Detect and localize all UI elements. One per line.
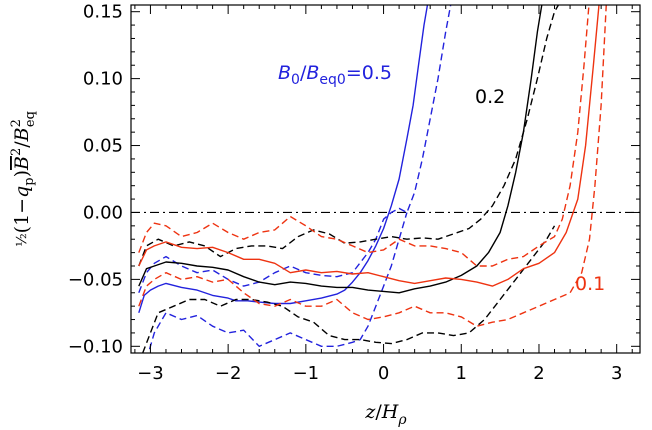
x-tick-label: 0 <box>378 363 389 384</box>
y-axis-title: ½(1−qp)B2/B2eq <box>9 111 38 247</box>
annotation-b02: 0.2 <box>475 86 505 108</box>
series-line-b02-mean <box>138 5 543 294</box>
x-tick-label: −2 <box>215 363 242 384</box>
x-axis-title: z/Hρ <box>364 401 407 428</box>
series-line-b01-mean <box>138 5 600 287</box>
y-tick-label: −0.05 <box>68 269 123 290</box>
y-tick-label: 0.10 <box>83 69 123 90</box>
x-tick-label: −3 <box>137 363 164 384</box>
annotation-b05: B0/Beq0=0.5 <box>278 62 392 88</box>
y-tick-label: 0.00 <box>83 202 123 223</box>
y-tick-label: −0.10 <box>68 336 123 357</box>
plot-frame <box>130 4 641 354</box>
x-tick-label: 2 <box>533 363 544 384</box>
y-tick-label: 0.05 <box>83 136 123 157</box>
series-line-b05-upper <box>138 5 452 294</box>
series-line-b05-mean <box>138 5 429 314</box>
series-line-b01-lower <box>138 5 607 327</box>
y-tick-label: 0.15 <box>83 2 123 23</box>
series-line-b01-upper <box>138 5 590 267</box>
svg-text:½(1−qp)B2/B2eq: ½(1−qp)B2/B2eq <box>9 111 38 247</box>
series-line-b05-lower <box>147 212 408 353</box>
x-tick-label: 3 <box>611 363 622 384</box>
x-tick-label: −1 <box>293 363 320 384</box>
x-tick-label: 1 <box>456 363 467 384</box>
series-line-b02-upper <box>138 5 560 267</box>
annotation-b01: 0.1 <box>575 273 605 295</box>
series-line-b02-lower <box>142 225 556 353</box>
